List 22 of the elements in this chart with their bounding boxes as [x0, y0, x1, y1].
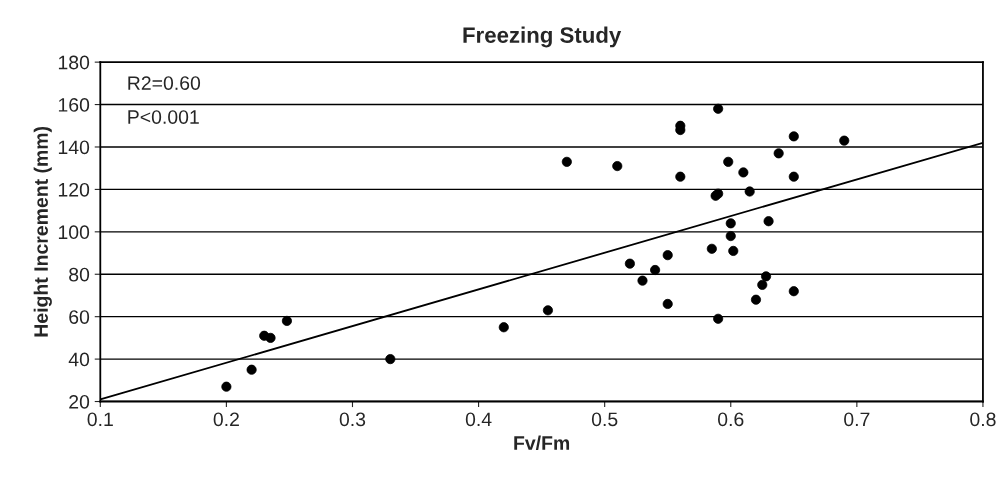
- x-tick-label: 0.8: [970, 412, 996, 427]
- y-tick-label: 120: [58, 182, 90, 197]
- annotation: P<0.001: [128, 110, 199, 124]
- y-tick-label: 160: [58, 98, 90, 112]
- y-tick-label: 180: [58, 55, 90, 70]
- x-tick-label: 0.6: [718, 412, 744, 427]
- x-tick-label: 0.3: [339, 412, 366, 427]
- y-tick-label: 140: [58, 140, 90, 155]
- x-tick-label: 0.1: [87, 412, 113, 427]
- x-tick-label: 0.5: [591, 412, 618, 427]
- y-tick-label: 100: [58, 225, 90, 240]
- x-tick-label: 0.4: [465, 412, 492, 427]
- y-tick-label: 20: [69, 394, 90, 409]
- chart-title: Freezing Study: [463, 26, 622, 48]
- x-axis-title: Fv/Fm: [514, 435, 570, 451]
- annotation: R2=0.60: [128, 76, 201, 90]
- x-tick-label: 0.2: [213, 412, 239, 427]
- y-tick-label: 40: [68, 352, 90, 367]
- y-tick-label: 60: [69, 310, 90, 324]
- x-tick-label: 0.7: [844, 412, 870, 427]
- y-tick-label: 80: [69, 267, 90, 282]
- y-axis-title: Height Increment (mm): [33, 126, 52, 337]
